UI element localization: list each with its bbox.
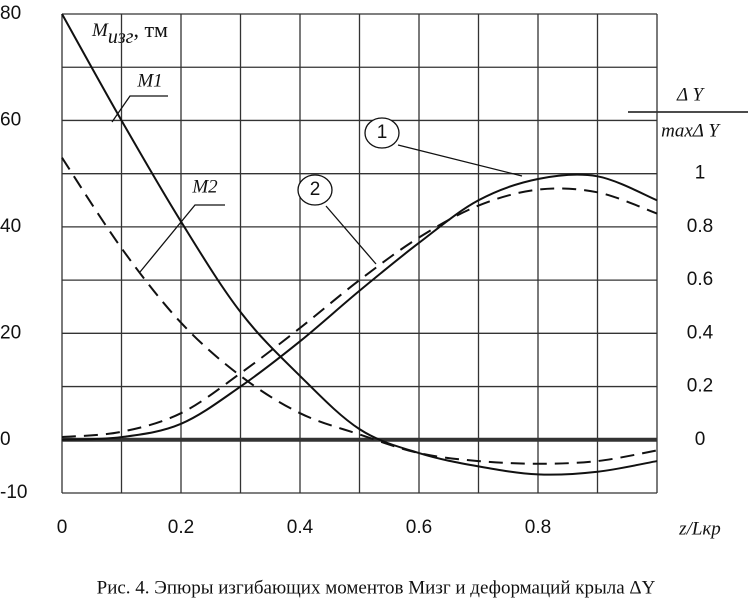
y2-tick-label: 0.4: [687, 322, 714, 343]
leader-line: [325, 205, 377, 265]
x-tick-label: 0: [57, 517, 68, 538]
leader-line: [111, 95, 168, 123]
y-axis-label: Mизг, тм: [91, 17, 168, 48]
y-tick-label: -10: [0, 482, 27, 503]
x-tick-label: 0.8: [525, 517, 551, 538]
y2-label-numerator: Δ Y: [676, 84, 706, 105]
line-series: [61, 187, 658, 439]
y2-label-denominator: maxΔ Y: [661, 120, 721, 141]
y-tick-label: 60: [0, 109, 21, 130]
line-series: [61, 13, 658, 476]
line-series: [61, 157, 658, 465]
y2-tick-label: 0.6: [687, 269, 713, 290]
y-tick-label: 20: [0, 322, 21, 343]
label-circle: [364, 117, 400, 149]
x-tick-label: 0.4: [287, 517, 314, 538]
leader-line: [139, 204, 225, 273]
y2-tick-label: 0.2: [687, 376, 713, 397]
y2-tick-label: 0: [695, 429, 706, 450]
series-label: M1: [136, 70, 162, 91]
caption: Рис. 4. Эпюры изгибающих моментов Mизг и…: [97, 577, 656, 598]
label-circle: [297, 174, 333, 206]
leader-line: [397, 144, 523, 177]
y-tick-label: 0: [0, 429, 11, 450]
series-label: 1: [377, 122, 388, 143]
y2-tick-label: 1: [695, 163, 706, 184]
x-axis-label: z/Lкр: [678, 518, 721, 539]
series-label: 2: [310, 179, 321, 200]
line-series: [61, 173, 658, 441]
x-tick-label: 0.2: [168, 517, 194, 538]
x-tick-label: 0.6: [406, 517, 432, 538]
y-tick-label: 80: [0, 3, 21, 24]
y2-tick-label: 0.8: [687, 216, 713, 237]
series-label: M2: [191, 176, 218, 197]
y-tick-label: 40: [0, 216, 21, 237]
